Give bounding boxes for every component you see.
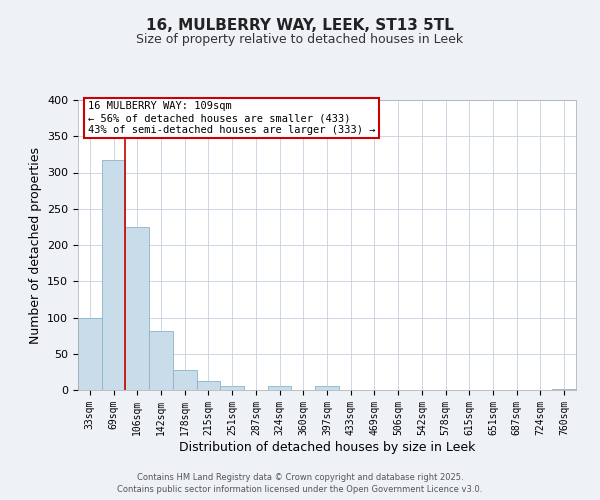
Bar [173, 370, 197, 390]
Y-axis label: Number of detached properties: Number of detached properties [29, 146, 41, 344]
Bar [78, 318, 102, 390]
Text: Contains HM Land Registry data © Crown copyright and database right 2025.: Contains HM Land Registry data © Crown c… [137, 472, 463, 482]
Bar [149, 330, 173, 390]
Text: 16, MULBERRY WAY, LEEK, ST13 5TL: 16, MULBERRY WAY, LEEK, ST13 5TL [146, 18, 454, 32]
Text: Contains public sector information licensed under the Open Government Licence v3: Contains public sector information licen… [118, 485, 482, 494]
Text: Size of property relative to detached houses in Leek: Size of property relative to detached ho… [136, 32, 464, 46]
X-axis label: Distribution of detached houses by size in Leek: Distribution of detached houses by size … [179, 440, 475, 454]
Bar [268, 386, 292, 390]
Text: 16 MULBERRY WAY: 109sqm
← 56% of detached houses are smaller (433)
43% of semi-d: 16 MULBERRY WAY: 109sqm ← 56% of detache… [88, 102, 376, 134]
Bar [315, 386, 339, 390]
Bar [102, 160, 125, 390]
Bar [552, 388, 576, 390]
Bar [220, 386, 244, 390]
Bar [197, 382, 220, 390]
Bar [125, 227, 149, 390]
